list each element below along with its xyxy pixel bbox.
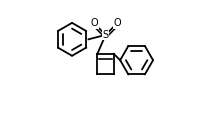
Text: O: O [113, 18, 121, 29]
Text: O: O [90, 18, 98, 29]
Text: S: S [103, 30, 109, 40]
